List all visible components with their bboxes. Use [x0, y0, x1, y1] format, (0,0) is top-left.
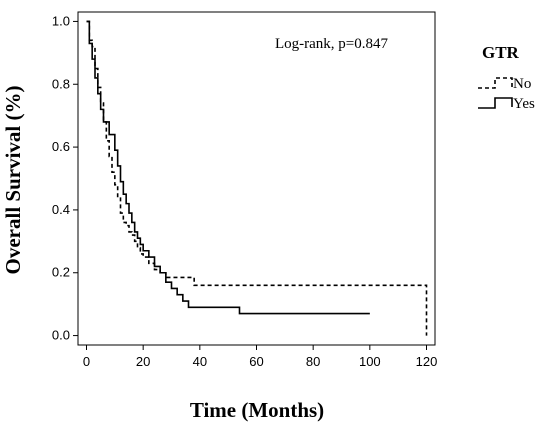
- series-line-yes: [86, 20, 370, 315]
- y-axis-title: Overall Survival (%): [1, 86, 25, 275]
- legend-swatch-yes: [478, 97, 513, 109]
- survival-curves: [86, 20, 428, 336]
- legend-title: GTR: [482, 43, 520, 62]
- y-tick-label: 1.0: [52, 13, 70, 28]
- x-tick-label: 20: [136, 354, 150, 369]
- legend: GTR No Yes: [478, 43, 535, 112]
- x-tick-label: 80: [306, 354, 320, 369]
- log-rank-annotation: Log-rank, p=0.847: [275, 36, 389, 52]
- y-axis-ticks: 0.0 0.2 0.4 0.6 0.8 1.0: [52, 13, 78, 343]
- y-tick-label: 0.8: [52, 76, 70, 91]
- legend-label-no: No: [513, 76, 531, 92]
- legend-swatch-no: [478, 77, 513, 89]
- x-tick-label: 40: [193, 354, 207, 369]
- y-tick-label: 0.2: [52, 265, 70, 280]
- legend-label-yes: Yes: [513, 96, 535, 112]
- x-tick-label: 100: [359, 354, 381, 369]
- x-tick-label: 120: [416, 354, 438, 369]
- series-line-no: [86, 20, 428, 336]
- y-tick-label: 0.6: [52, 139, 70, 154]
- y-tick-label: 0.4: [52, 202, 70, 217]
- y-tick-label: 0.0: [52, 328, 70, 343]
- plot-frame: [77, 11, 436, 346]
- x-tick-label: 0: [83, 354, 90, 369]
- x-axis-title: Time (Months): [190, 398, 324, 422]
- x-tick-label: 60: [249, 354, 263, 369]
- x-axis-ticks: 0 20 40 60 80 100 120: [83, 345, 437, 369]
